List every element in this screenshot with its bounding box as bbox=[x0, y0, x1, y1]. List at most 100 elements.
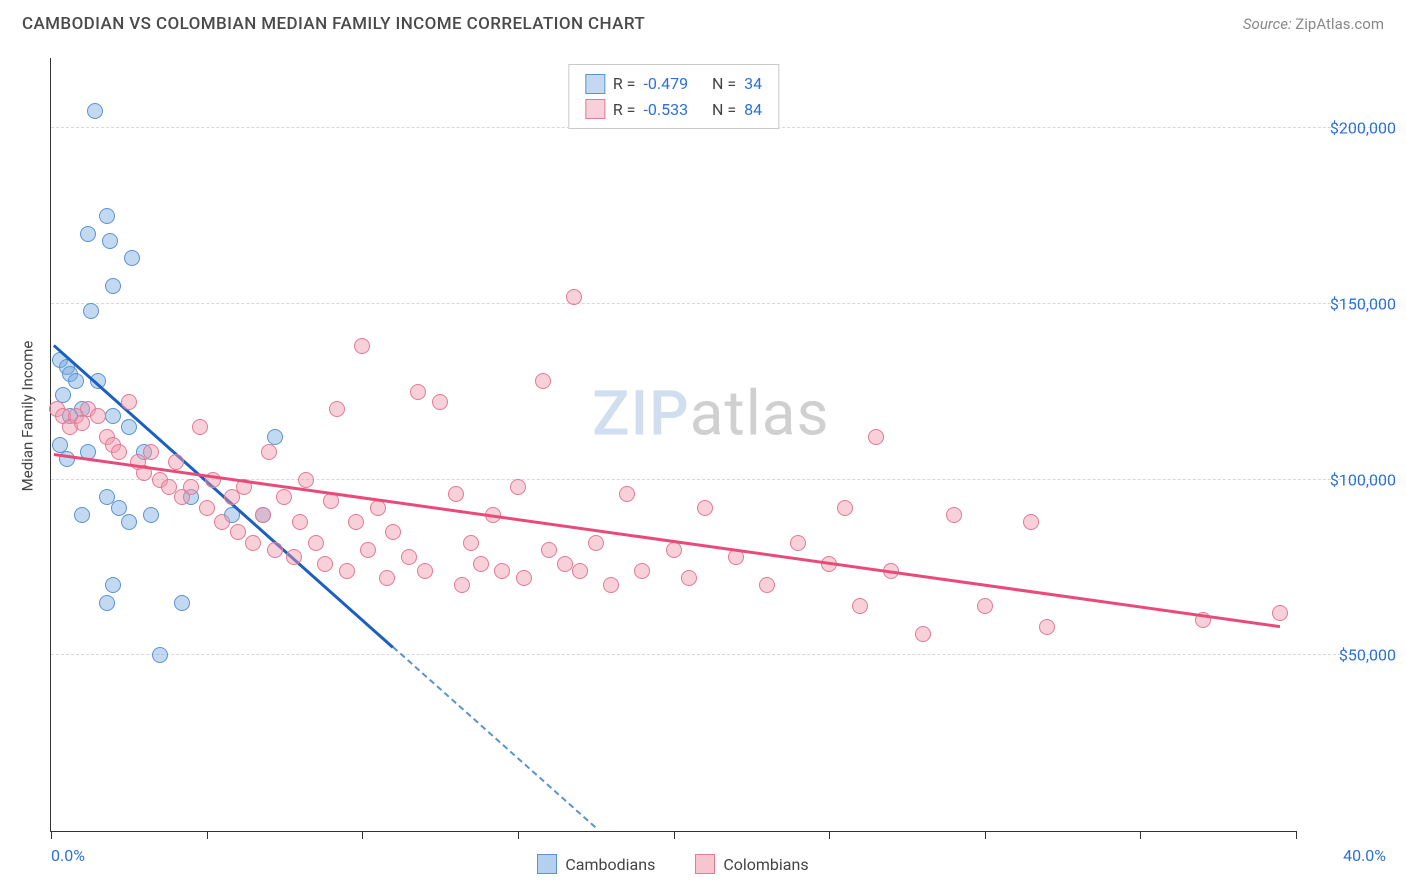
n-value: 84 bbox=[744, 97, 762, 123]
data-point bbox=[401, 549, 417, 565]
r-label: R = bbox=[613, 71, 636, 97]
data-point bbox=[261, 444, 277, 460]
data-point bbox=[317, 556, 333, 572]
legend-row: R = -0.533 N = 84 bbox=[585, 97, 762, 123]
data-point bbox=[105, 408, 121, 424]
legend-swatch-cambodians bbox=[585, 74, 605, 94]
data-point bbox=[230, 524, 246, 540]
data-point bbox=[348, 514, 364, 530]
data-point bbox=[759, 577, 775, 593]
data-point bbox=[852, 598, 868, 614]
scatter-chart: ZIPatlas R = -0.479 N = 34 R = -0.533 N … bbox=[50, 58, 1296, 832]
x-tick bbox=[1296, 831, 1297, 839]
data-point bbox=[255, 507, 271, 523]
data-point bbox=[566, 289, 582, 305]
trend-line-extrapolated bbox=[393, 647, 597, 829]
legend-item-colombians: Colombians bbox=[695, 854, 808, 874]
x-tick bbox=[985, 831, 986, 839]
data-point bbox=[74, 415, 90, 431]
watermark: ZIPatlas bbox=[592, 377, 829, 450]
data-point bbox=[143, 444, 159, 460]
data-point bbox=[68, 373, 84, 389]
data-point bbox=[80, 226, 96, 242]
data-point bbox=[603, 577, 619, 593]
data-point bbox=[152, 647, 168, 663]
data-point bbox=[276, 489, 292, 505]
legend-swatch-colombians bbox=[695, 854, 715, 874]
data-point bbox=[557, 556, 573, 572]
x-tick bbox=[674, 831, 675, 839]
data-point bbox=[143, 507, 159, 523]
data-point bbox=[977, 598, 993, 614]
data-point bbox=[124, 250, 140, 266]
gridline bbox=[51, 654, 1386, 655]
x-tick bbox=[51, 831, 52, 839]
data-point bbox=[245, 535, 261, 551]
data-point bbox=[535, 373, 551, 389]
data-point bbox=[199, 500, 215, 516]
legend-label: Cambodians bbox=[565, 855, 655, 874]
data-point bbox=[410, 384, 426, 400]
data-point bbox=[360, 542, 376, 558]
data-point bbox=[87, 103, 103, 119]
data-point bbox=[286, 549, 302, 565]
y-tick-label: $150,000 bbox=[1306, 294, 1396, 313]
data-point bbox=[516, 570, 532, 586]
data-point bbox=[572, 563, 588, 579]
data-point bbox=[915, 626, 931, 642]
data-point bbox=[510, 479, 526, 495]
data-point bbox=[463, 535, 479, 551]
data-point bbox=[214, 514, 230, 530]
data-point bbox=[868, 429, 884, 445]
gridline bbox=[51, 303, 1386, 304]
data-point bbox=[174, 595, 190, 611]
data-point bbox=[59, 451, 75, 467]
data-point bbox=[681, 570, 697, 586]
data-point bbox=[1039, 619, 1055, 635]
y-axis-label-container: Median Family Income bbox=[12, 0, 42, 832]
n-label: N = bbox=[712, 97, 736, 123]
data-point bbox=[298, 472, 314, 488]
source-name: ZipAtlas.com bbox=[1295, 15, 1384, 33]
data-point bbox=[354, 338, 370, 354]
x-tick bbox=[207, 831, 208, 839]
correlation-legend: R = -0.479 N = 34 R = -0.533 N = 84 bbox=[568, 64, 779, 129]
data-point bbox=[329, 401, 345, 417]
legend-item-cambodians: Cambodians bbox=[537, 854, 655, 874]
data-point bbox=[417, 563, 433, 579]
y-tick-label: $200,000 bbox=[1306, 119, 1396, 138]
data-point bbox=[121, 514, 137, 530]
data-point bbox=[121, 394, 137, 410]
x-tick bbox=[362, 831, 363, 839]
data-point bbox=[541, 542, 557, 558]
data-point bbox=[90, 408, 106, 424]
data-point bbox=[946, 507, 962, 523]
watermark-part2: atlas bbox=[690, 377, 830, 450]
legend-swatch-colombians bbox=[585, 99, 605, 119]
data-point bbox=[105, 278, 121, 294]
data-point bbox=[494, 563, 510, 579]
data-point bbox=[1272, 605, 1288, 621]
chart-header: CAMBODIAN VS COLOMBIAN MEDIAN FAMILY INC… bbox=[0, 0, 1406, 46]
r-label: R = bbox=[613, 97, 636, 123]
x-tick bbox=[518, 831, 519, 839]
data-point bbox=[102, 233, 118, 249]
data-point bbox=[790, 535, 806, 551]
source-attribution: Source: ZipAtlas.com bbox=[1243, 15, 1384, 33]
n-value: 34 bbox=[744, 71, 762, 97]
x-tick bbox=[1140, 831, 1141, 839]
legend-row: R = -0.479 N = 34 bbox=[585, 71, 762, 97]
r-value: -0.533 bbox=[643, 97, 688, 123]
data-point bbox=[339, 563, 355, 579]
y-tick-label: $50,000 bbox=[1306, 646, 1396, 665]
data-point bbox=[192, 419, 208, 435]
data-point bbox=[448, 486, 464, 502]
data-point bbox=[379, 570, 395, 586]
y-tick-label: $100,000 bbox=[1306, 470, 1396, 489]
data-point bbox=[837, 500, 853, 516]
data-point bbox=[105, 577, 121, 593]
chart-title: CAMBODIAN VS COLOMBIAN MEDIAN FAMILY INC… bbox=[22, 14, 645, 34]
data-point bbox=[619, 486, 635, 502]
data-point bbox=[99, 208, 115, 224]
data-point bbox=[111, 444, 127, 460]
